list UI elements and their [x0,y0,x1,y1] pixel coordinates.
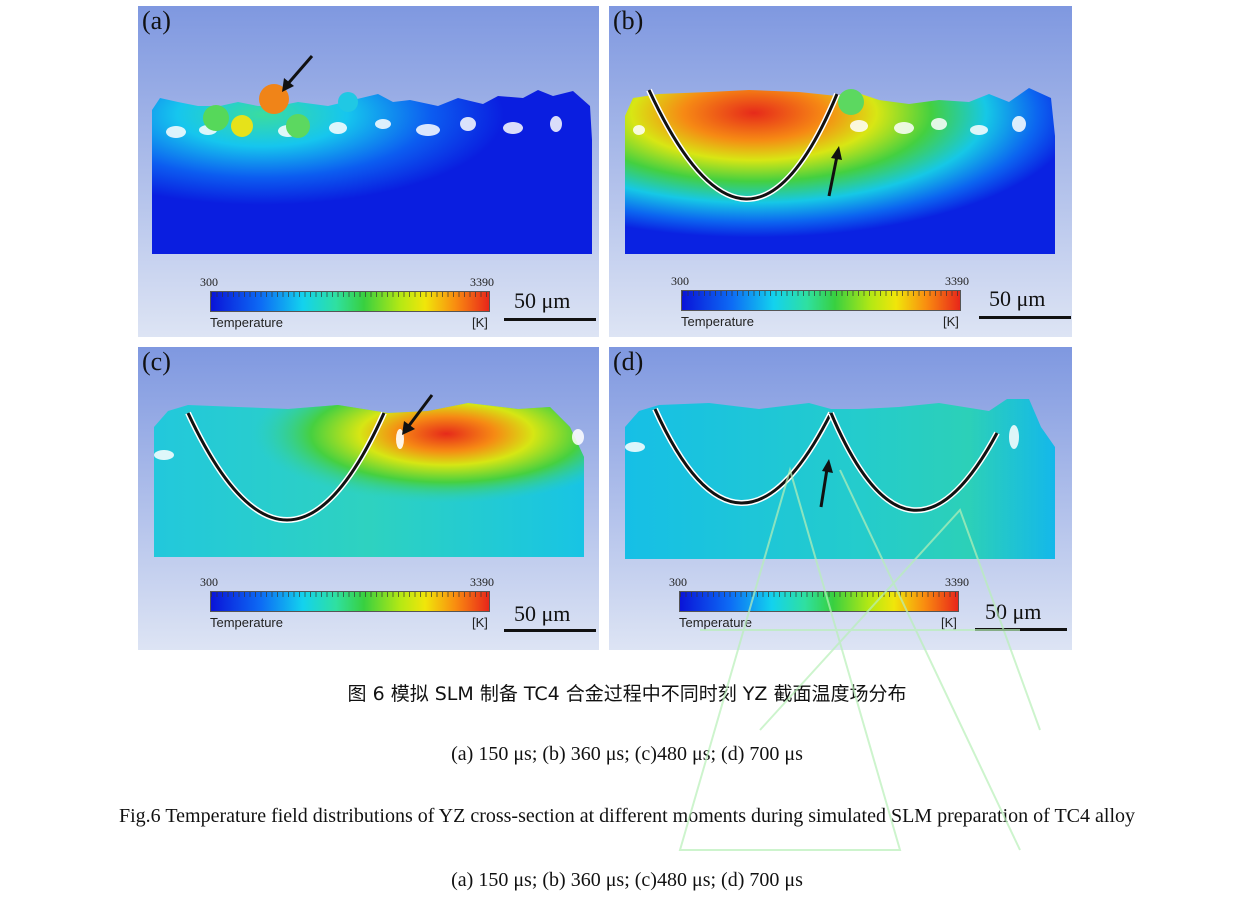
colorbar [679,591,959,612]
panel-label: (d) [613,347,644,376]
panel-b: (b) 300 3390 Temperature [K] 50 μm [609,6,1072,337]
colorbar-min: 300 [671,274,689,288]
caption-cn-title: 图 6 模拟 SLM 制备 TC4 合金过程中不同时刻 YZ 截面温度场分布 [347,683,907,705]
colorbar-min: 300 [669,575,687,589]
scale-bar [979,316,1071,319]
scale-bar-label: 50 μm [989,286,1046,311]
temperature-field-b [609,6,1072,337]
colorbar [210,291,490,312]
caption-en-title: Fig.6 Temperature field distributions of… [119,805,1135,827]
panel-c: (c) 300 3390 Temperature [K] 50 μm [138,347,599,650]
panel-a: (a) 300 3390 Temperature [K] 50 μm [138,6,599,337]
scale-bar-label: 50 μm [514,601,571,626]
temperature-field-c [138,347,599,650]
colorbar-max: 3390 [945,575,969,589]
scale-bar [504,629,596,632]
caption-en-subtitle: (a) 150 μs; (b) 360 μs; (c)480 μs; (d) 7… [451,869,803,891]
colorbar-title: Temperature [679,615,752,630]
panel-d: (d) 300 3390 Temperature [K] 50 μm [609,347,1072,650]
scale-bar-label: 50 μm [985,599,1042,624]
colorbar-unit: [K] [943,314,959,329]
scale-bar [504,318,596,321]
colorbar-title: Temperature [681,314,754,329]
scale-bar-label: 50 μm [514,288,571,313]
colorbar-max: 3390 [945,274,969,288]
temperature-field-a [138,6,599,337]
scale-bar [975,628,1067,631]
panel-label: (b) [613,6,644,35]
caption-cn-subtitle: (a) 150 μs; (b) 360 μs; (c)480 μs; (d) 7… [451,743,803,765]
colorbar-title: Temperature [210,615,283,630]
colorbar-max: 3390 [470,575,494,589]
colorbar [210,591,490,612]
panel-label: (a) [142,6,171,35]
colorbar-title: Temperature [210,315,283,330]
colorbar-min: 300 [200,575,218,589]
colorbar-unit: [K] [941,615,957,630]
colorbar-unit: [K] [472,315,488,330]
colorbar-unit: [K] [472,615,488,630]
panel-label: (c) [142,347,171,376]
colorbar-min: 300 [200,275,218,289]
colorbar [681,290,961,311]
colorbar-max: 3390 [470,275,494,289]
